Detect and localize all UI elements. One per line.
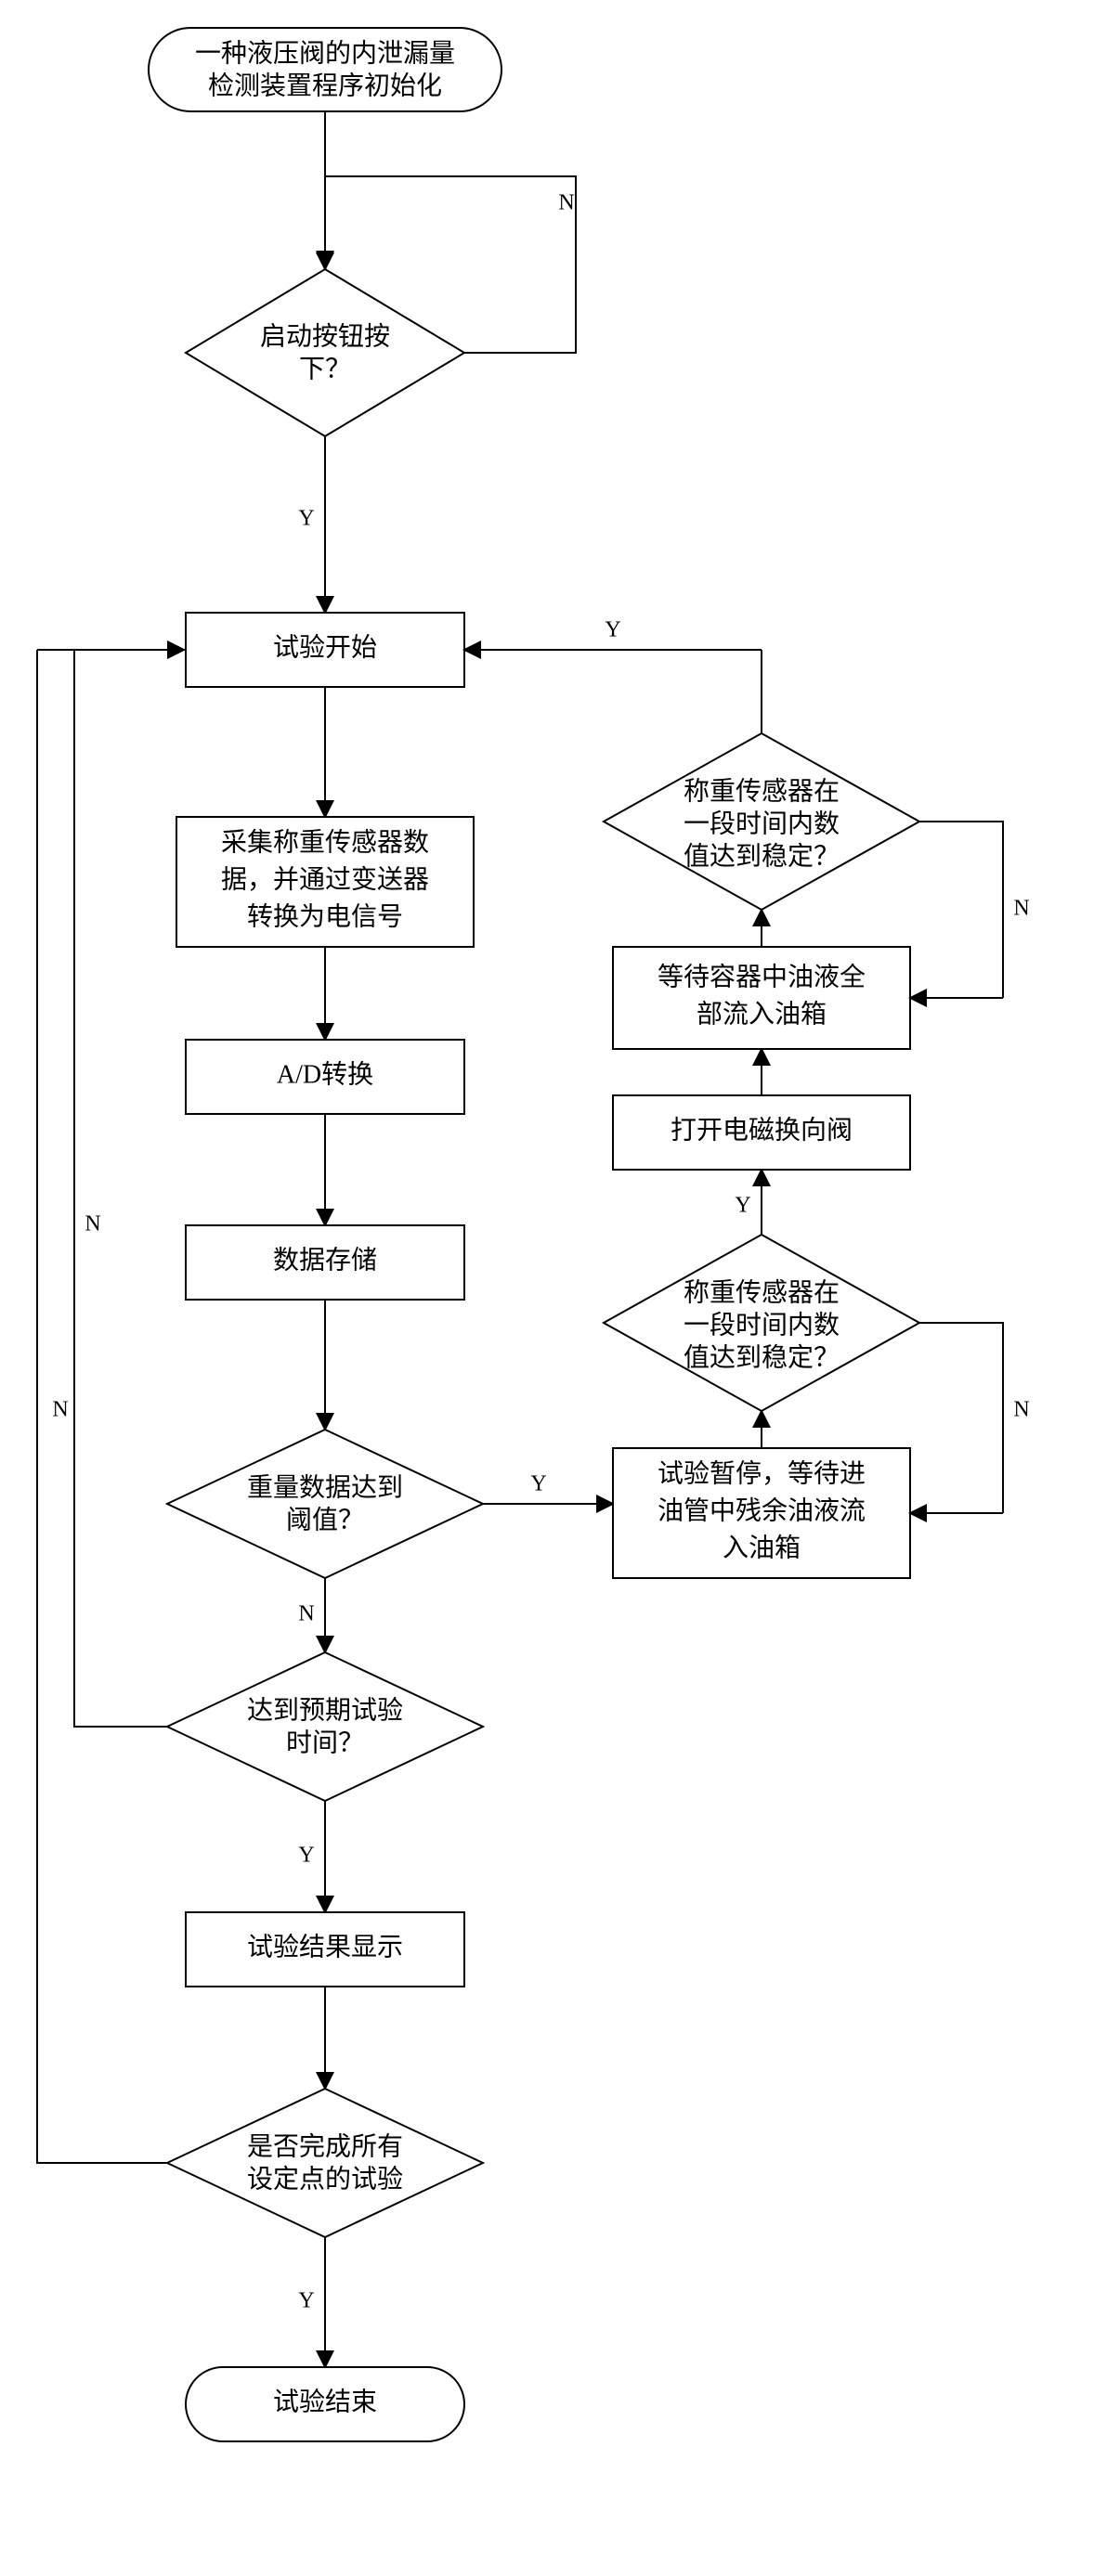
p4-line1: 数据存储 bbox=[273, 1245, 377, 1275]
d3-y-label: Y bbox=[298, 1844, 314, 1868]
d6-line2: 一段时间内数 bbox=[684, 809, 840, 838]
p6-line2: 油管中残余油液流 bbox=[658, 1495, 866, 1525]
p7-line1: 打开电磁换向阀 bbox=[671, 1115, 853, 1145]
d2-line1: 重量数据达到 bbox=[247, 1472, 403, 1502]
d6-y-label: Y bbox=[605, 618, 620, 642]
d3-node bbox=[167, 1652, 483, 1801]
flowchart-svg: 一种液压阀的内泄漏量 检测装置程序初始化 启动按钮按 下？ N Y 试验开始 采… bbox=[19, 19, 1088, 2557]
d1-n-label: N bbox=[558, 191, 574, 215]
d2-line2: 阈值？ bbox=[286, 1505, 364, 1534]
d1-line2: 下？ bbox=[299, 355, 351, 383]
d4-n-label: N bbox=[52, 1398, 68, 1422]
d5-y-label: Y bbox=[735, 1194, 750, 1218]
p5-line1: 试验结果显示 bbox=[247, 1932, 403, 1961]
p2-line3: 转换为电信号 bbox=[247, 901, 403, 931]
p6-line3: 入油箱 bbox=[723, 1533, 801, 1562]
d4-node bbox=[167, 2089, 483, 2237]
d3-line1: 达到预期试验 bbox=[247, 1695, 403, 1725]
p2-line1: 采集称重传感器数 bbox=[221, 827, 429, 857]
end-line1: 试验结束 bbox=[273, 2387, 377, 2416]
d1-node bbox=[186, 269, 464, 436]
d5-line2: 一段时间内数 bbox=[684, 1310, 840, 1340]
d2-node bbox=[167, 1430, 483, 1578]
d3-n-label: N bbox=[85, 1212, 100, 1236]
p8-line1: 等待容器中油液全 bbox=[658, 962, 866, 991]
d6-line3: 值达到稳定？ bbox=[684, 841, 840, 871]
d1-y-label: Y bbox=[298, 507, 314, 531]
d6-line1: 称重传感器在 bbox=[684, 776, 840, 806]
p6-line1: 试验暂停，等待进 bbox=[658, 1458, 866, 1488]
p2-line2: 据，并通过变送器 bbox=[221, 864, 429, 894]
d1-line1: 启动按钮按 bbox=[260, 321, 390, 351]
d4-line1: 是否完成所有 bbox=[247, 2131, 403, 2161]
d5-line3: 值达到稳定？ bbox=[684, 1342, 840, 1372]
d2-y-label: Y bbox=[530, 1472, 546, 1496]
p3-line1: A/D转换 bbox=[277, 1059, 373, 1089]
d3-line2: 时间？ bbox=[286, 1728, 364, 1757]
start-line1: 一种液压阀的内泄漏量 bbox=[195, 38, 455, 68]
d5-n-label: N bbox=[1013, 1398, 1029, 1422]
d6-n-label: N bbox=[1013, 897, 1029, 921]
d5-line1: 称重传感器在 bbox=[684, 1277, 840, 1307]
d4-line2: 设定点的试验 bbox=[247, 2164, 403, 2194]
p1-line1: 试验开始 bbox=[273, 632, 377, 662]
start-line2: 检测装置程序初始化 bbox=[208, 71, 442, 100]
p8-line2: 部流入油箱 bbox=[697, 999, 827, 1029]
d4-y-label: Y bbox=[298, 2289, 314, 2313]
d2-n-label: N bbox=[298, 1602, 314, 1626]
